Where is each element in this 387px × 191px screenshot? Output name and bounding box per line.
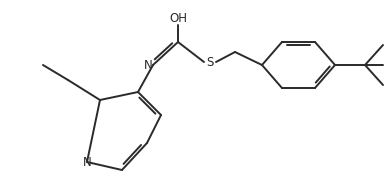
Text: N: N bbox=[144, 58, 152, 71]
Text: N: N bbox=[83, 155, 91, 168]
Text: S: S bbox=[206, 56, 214, 69]
Text: OH: OH bbox=[169, 11, 187, 24]
